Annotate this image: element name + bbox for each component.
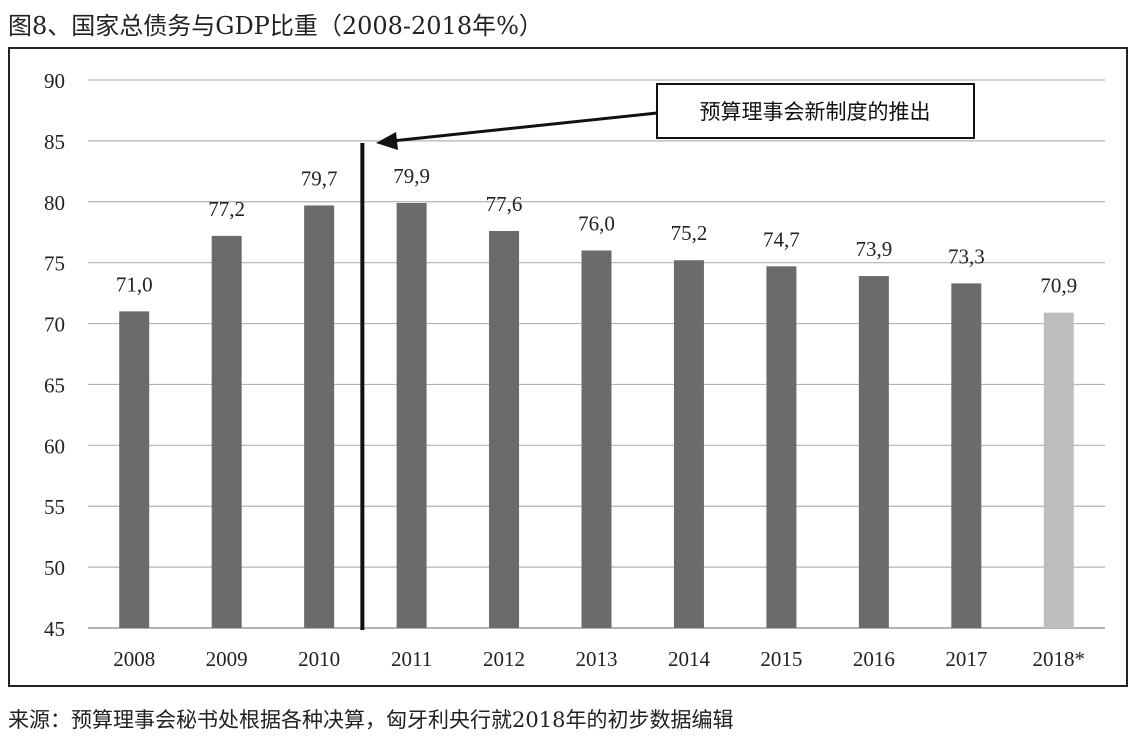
annotation-text: 预算理事会新制度的推出	[700, 100, 931, 124]
x-tick-label: 2015	[760, 647, 802, 671]
data-label: 73,3	[948, 244, 985, 268]
bar-2016	[858, 276, 889, 628]
data-label: 79,9	[393, 164, 430, 188]
x-tick-label: 2009	[206, 647, 248, 671]
data-label: 79,7	[301, 166, 338, 190]
y-tick-label: 50	[44, 556, 65, 580]
chart-title: 图8、国家总债务与GDP比重（2008-2018年%）	[8, 12, 543, 40]
y-tick-label: 85	[44, 130, 65, 154]
bar-2015	[766, 266, 797, 628]
x-tick-label: 2011	[391, 647, 432, 671]
y-tick-label: 70	[44, 313, 65, 337]
x-tick-label: 2012	[483, 647, 525, 671]
bar-2011	[396, 202, 427, 629]
bar-2013	[581, 250, 612, 628]
y-tick-label: 45	[44, 617, 65, 641]
bar-2014	[673, 260, 704, 628]
source-note: 来源：预算理事会秘书处根据各种决算，匈牙利央行就2018年的初步数据编辑	[8, 708, 734, 732]
bar-2010	[304, 205, 335, 629]
chart-frame	[8, 47, 1128, 687]
x-tick-label: 2017	[945, 647, 987, 671]
bar-2009	[211, 235, 242, 628]
y-tick-label: 90	[44, 69, 65, 93]
x-tick-label: 2010	[298, 647, 340, 671]
x-tick-label: 2014	[668, 647, 711, 671]
x-tick-label: 2013	[576, 647, 618, 671]
data-label: 74,7	[763, 227, 800, 251]
data-label: 70,9	[1040, 274, 1077, 298]
data-label: 71,0	[116, 272, 153, 296]
y-tick-label: 55	[44, 495, 65, 519]
bar-2012	[489, 231, 520, 628]
y-tick-label: 80	[44, 191, 65, 215]
x-tick-label: 2018*	[1033, 647, 1086, 671]
annotation-arrow-shaft	[391, 111, 658, 143]
data-label: 77,2	[208, 197, 245, 221]
x-tick-label: 2008	[113, 647, 155, 671]
x-tick-label: 2016	[853, 647, 895, 671]
data-label: 73,9	[855, 237, 892, 261]
annotation-box	[656, 83, 975, 139]
y-tick-label: 75	[44, 252, 65, 276]
bar-2018	[1043, 312, 1074, 628]
data-label: 76,0	[578, 211, 615, 235]
y-tick-label: 60	[44, 434, 65, 458]
y-tick-label: 65	[44, 373, 65, 397]
bar-2017	[951, 283, 982, 628]
annotation-arrowhead	[376, 132, 398, 150]
data-label: 77,6	[486, 192, 523, 216]
bar-2008	[119, 311, 150, 628]
data-label: 75,2	[671, 221, 708, 245]
